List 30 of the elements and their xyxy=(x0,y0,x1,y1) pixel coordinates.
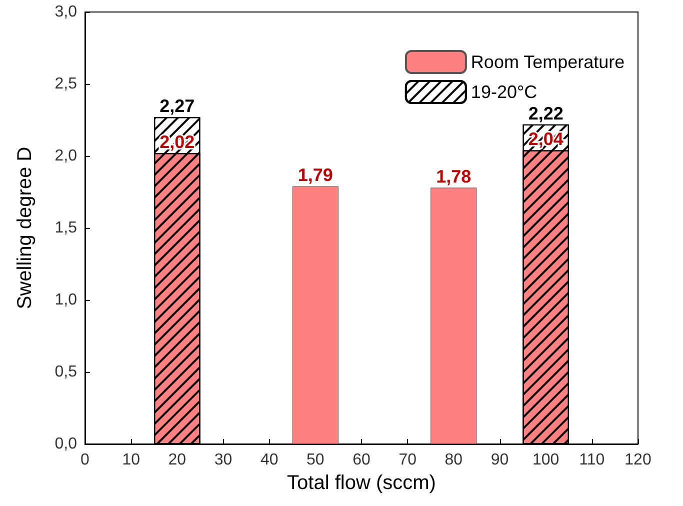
x-tick-label: 20 xyxy=(168,452,186,468)
x-tick-label: 120 xyxy=(624,452,652,468)
bar xyxy=(292,186,338,444)
data-label: 1,78 xyxy=(436,166,472,187)
y-tick-label: 3,0 xyxy=(54,4,78,20)
x-axis-title: Total flow (sccm) xyxy=(287,472,436,494)
bar xyxy=(430,188,477,444)
data-label: 2,22 xyxy=(528,103,564,124)
y-tick-label: 0,0 xyxy=(54,436,78,452)
x-tick-label: 10 xyxy=(122,452,140,468)
y-tick-label: 2,0 xyxy=(54,148,78,164)
x-tick-label: 80 xyxy=(444,452,463,468)
y-tick-label: 2,5 xyxy=(54,76,78,92)
x-tick-label: 110 xyxy=(579,452,605,468)
x-tick-label: 70 xyxy=(398,452,417,468)
y-tick-label: 0,5 xyxy=(54,364,78,380)
y-tick-label: 1,0 xyxy=(54,292,78,308)
x-tick-label: 0 xyxy=(80,452,90,468)
x-tick-label: 100 xyxy=(532,452,560,468)
data-label: 1,79 xyxy=(298,165,333,186)
legend-label: 19-20°C xyxy=(470,82,538,102)
x-tick-label: 30 xyxy=(214,452,232,468)
x-tick-label: 60 xyxy=(352,452,370,468)
data-label: 2,27 xyxy=(160,96,195,116)
y-axis-title: Swelling degree D xyxy=(14,146,36,310)
legend-label: Room Temperature xyxy=(470,52,625,72)
x-tick-label: 90 xyxy=(490,452,509,468)
x-tick-label: 50 xyxy=(306,452,324,468)
x-tick-label: 40 xyxy=(260,452,278,468)
y-tick-label: 1,5 xyxy=(54,220,78,236)
